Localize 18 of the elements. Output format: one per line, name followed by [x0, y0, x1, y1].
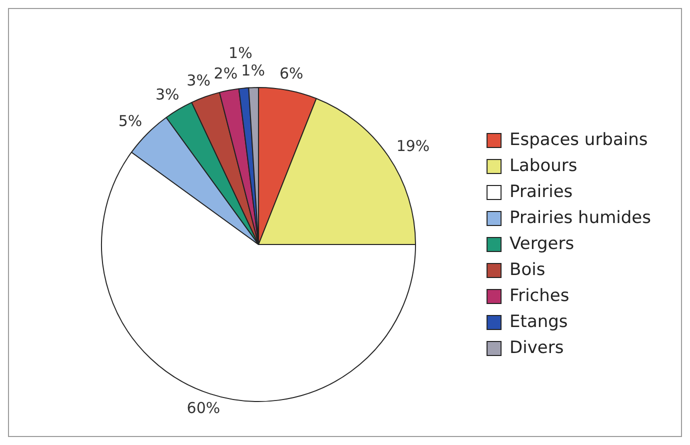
legend-label: Labours: [510, 156, 578, 176]
data-label: 1%: [241, 61, 265, 80]
data-label: 19%: [396, 137, 430, 156]
legend-label: Friches: [510, 286, 570, 306]
data-label: 3%: [155, 85, 180, 104]
data-label: 3%: [186, 72, 210, 90]
data-label: 6%: [279, 64, 304, 82]
legend-label: Espaces urbains: [510, 130, 648, 150]
legend-label: Divers: [510, 338, 564, 358]
data-label: 2%: [214, 64, 238, 82]
legend-label: Etangs: [510, 312, 568, 332]
legend-label: Bois: [510, 260, 546, 280]
legend-label: Prairies humides: [510, 208, 652, 228]
legend-label: Prairies: [510, 182, 573, 202]
legend-label: Vergers: [510, 234, 574, 254]
data-label: 60%: [186, 398, 220, 417]
data-label: 5%: [118, 112, 142, 130]
data-label: 1%: [228, 44, 252, 62]
